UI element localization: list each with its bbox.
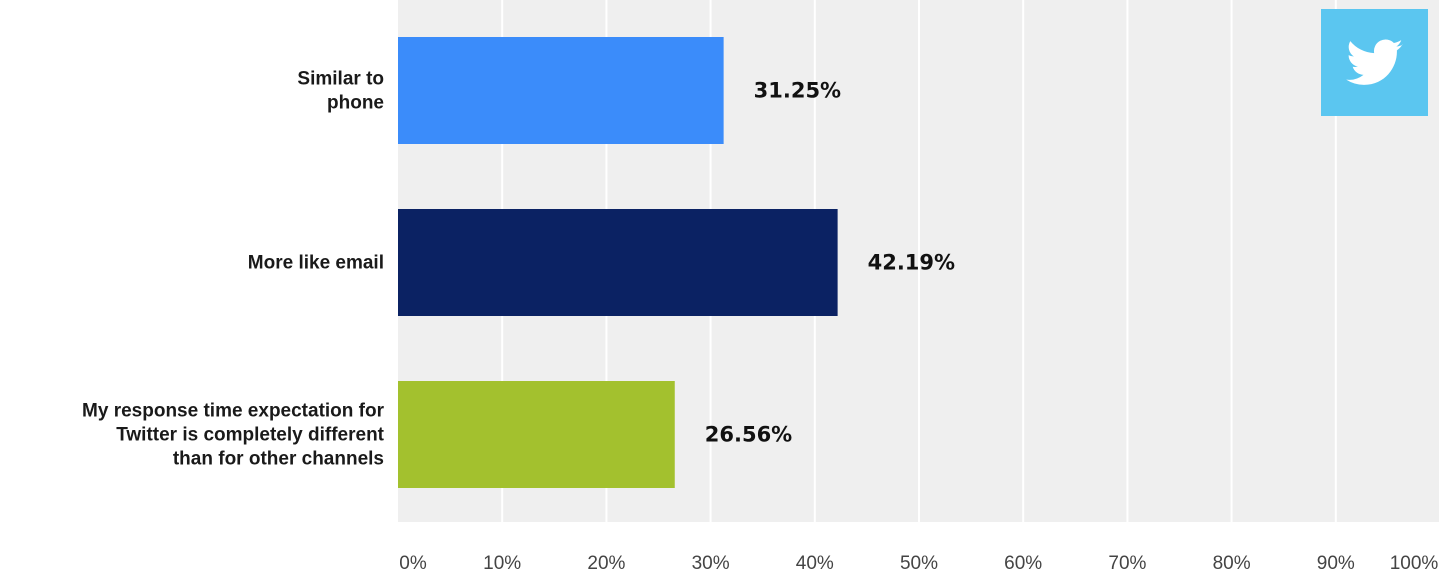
value-labels: 31.25% 42.19% 26.56%: [705, 79, 955, 447]
x-tick-label-40: 40%: [796, 553, 834, 574]
value-label-3: 26.56%: [705, 423, 792, 447]
category-label-3: My response time expectation for Twitter …: [82, 401, 385, 470]
category-label-1: Similar to phone: [297, 69, 384, 114]
value-label-1: 31.25%: [754, 79, 841, 103]
category-label-2: More like email: [248, 253, 384, 274]
twitter-bird-icon: [1345, 38, 1403, 85]
x-tick-label-70: 70%: [1108, 553, 1146, 574]
bar-2: [398, 209, 838, 316]
x-tick-label-0: 0%: [399, 553, 427, 574]
x-tick-label-50: 50%: [900, 553, 938, 574]
x-axis-ticks: 0% 10% 20% 30% 40% 50% 60% 70% 80% 90% 100%: [399, 553, 1438, 574]
x-tick-label-60: 60%: [1004, 553, 1042, 574]
x-tick-label-100: 100%: [1390, 553, 1439, 574]
bars: [398, 37, 838, 488]
x-tick-label-10: 10%: [483, 553, 521, 574]
x-tick-label-90: 90%: [1317, 553, 1355, 574]
twitter-badge: [1321, 9, 1428, 116]
x-tick-label-20: 20%: [587, 553, 625, 574]
bar-3: [398, 381, 675, 488]
value-label-2: 42.19%: [868, 251, 955, 275]
bar-1: [398, 37, 724, 144]
x-tick-label-30: 30%: [692, 553, 730, 574]
x-tick-label-80: 80%: [1213, 553, 1251, 574]
category-labels: Similar to phone More like email My respons…: [82, 69, 385, 470]
